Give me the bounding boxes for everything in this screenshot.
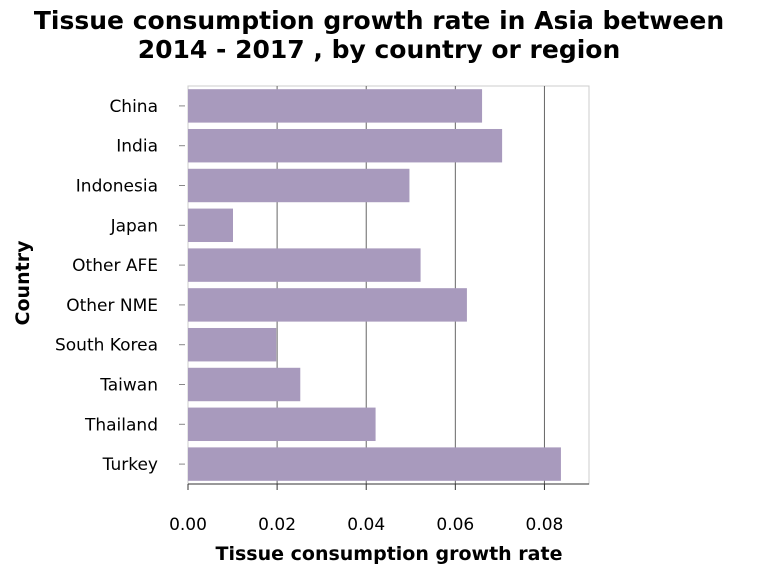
bars <box>188 89 561 481</box>
x-tick-label: 0.04 <box>347 515 385 535</box>
chart-title: Tissue consumption growth rate in Asia b… <box>0 6 758 64</box>
y-tick-label: Thailand <box>84 415 158 435</box>
x-tick-label: 0.02 <box>258 515 296 535</box>
y-tick-label: Indonesia <box>76 177 158 197</box>
x-axis-title: Tissue consumption growth rate <box>216 543 563 565</box>
bar <box>188 248 421 282</box>
y-tick-label: Other NME <box>66 296 158 316</box>
y-tick-label: India <box>116 137 158 157</box>
y-tick-label: Taiwan <box>99 376 158 396</box>
y-tick-label: Japan <box>110 216 158 236</box>
x-tick-label: 0.00 <box>169 515 207 535</box>
bar <box>188 288 467 322</box>
y-tick-label: Turkey <box>102 455 158 475</box>
bar <box>188 327 277 362</box>
bar <box>188 168 410 203</box>
bar <box>188 407 376 442</box>
bar <box>188 128 503 163</box>
y-tick-label: South Korea <box>55 336 158 356</box>
bar <box>188 367 301 402</box>
x-tick-label: 0.08 <box>526 515 564 535</box>
bar <box>188 447 561 481</box>
y-axis-title: Country <box>12 240 34 326</box>
bar <box>188 89 483 123</box>
y-axis: China India Indonesia Japan Other AFE Other N… <box>55 97 185 475</box>
bar <box>188 208 234 243</box>
y-tick-label: Other AFE <box>72 256 158 276</box>
y-tick-label: China <box>109 97 158 117</box>
chart-title-line-1: Tissue consumption growth rate in Asia b… <box>33 6 725 35</box>
x-tick-label: 0.06 <box>436 515 474 535</box>
chart-title-line-2: 2014 - 2017 , by country or region <box>137 35 621 64</box>
x-axis: 0.00 0.02 0.04 0.06 0.08 <box>169 483 589 535</box>
